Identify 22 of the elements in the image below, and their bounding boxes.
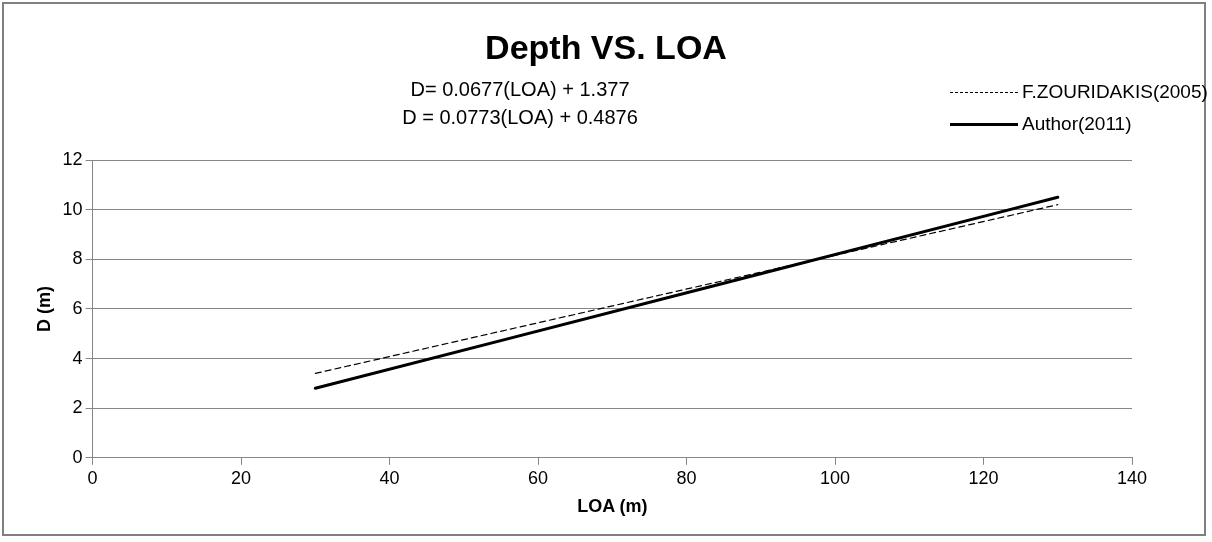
text: D= 0.0677(LOA) + 1.377 xyxy=(409,78,631,101)
y-tick-label: 6 xyxy=(72,297,83,318)
y-tick-label: 4 xyxy=(72,347,83,368)
text: D = 0.0773(LOA) + 0.4876 xyxy=(401,106,639,129)
y-tick-label: 10 xyxy=(62,198,83,219)
y-axis-title: D (m) xyxy=(33,285,54,332)
y-tick-label: 2 xyxy=(72,397,83,418)
legend-label: Author(2011) xyxy=(1022,113,1132,135)
x-tick-label: 100 xyxy=(820,467,851,488)
x-axis-title: LOA (m) xyxy=(577,496,648,517)
x-tick-label: 60 xyxy=(528,467,549,488)
legend-label: F.ZOURIDAKIS(2005) xyxy=(1022,81,1208,103)
x-tick-label: 40 xyxy=(379,467,400,488)
y-tick-label: 0 xyxy=(72,446,83,467)
x-tick-label: 140 xyxy=(1116,467,1148,488)
x-tick-label: 120 xyxy=(968,467,999,488)
y-tick-label: 8 xyxy=(72,248,83,269)
x-tick-label: 80 xyxy=(676,467,697,488)
x-tick-label: 0 xyxy=(87,467,98,488)
y-tick-label: 12 xyxy=(62,148,83,169)
x-tick-label: 20 xyxy=(231,467,252,488)
chart-title: Depth VS. LOA xyxy=(484,28,728,67)
